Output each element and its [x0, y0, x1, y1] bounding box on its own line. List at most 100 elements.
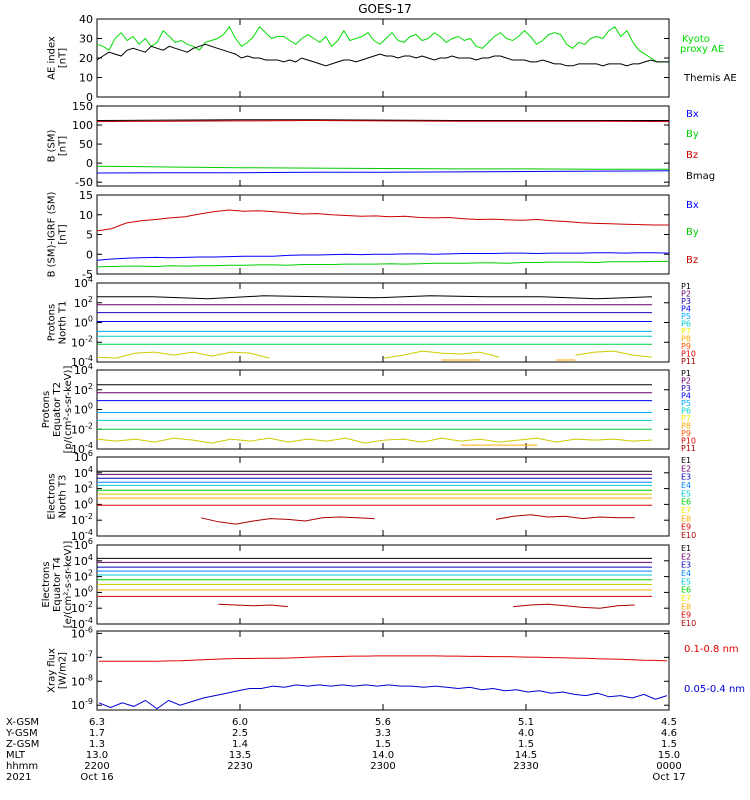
orbit-row-value: 1.5	[661, 739, 677, 750]
y-tick-label: 104	[74, 275, 93, 290]
panel-bsm: -50 0 50 100 150 B (SM) [nT] Bx By Bz Bmag	[47, 100, 716, 189]
legend-label: E1	[681, 544, 691, 553]
y-tick-label: -50	[75, 176, 93, 189]
y-axis-label: [p/(cm²-s-sr-keV)]	[63, 366, 74, 454]
legend-label: Bz	[686, 150, 698, 161]
legend-label: E9	[681, 611, 691, 620]
series-line-e10	[218, 603, 635, 609]
y-axis-label: Protons	[47, 304, 58, 341]
orbit-row-value: 4.5	[661, 717, 677, 728]
legend-label: Themis AE	[683, 73, 737, 84]
legend-label: By	[686, 129, 699, 140]
y-tick-label: 150	[72, 100, 93, 113]
legend-label: P1	[681, 282, 691, 291]
y-tick-label: 100	[74, 496, 93, 511]
orbit-row-value: 4.0	[518, 728, 534, 739]
series-line-kyoto-proxy-ae	[96, 25, 669, 63]
series-line-p7	[96, 437, 653, 444]
y-axis-label: [e/(cm²-s-sr-keV)]	[63, 541, 74, 629]
legend-label: P8	[681, 422, 691, 431]
panel-frame	[96, 105, 670, 187]
y-tick-label: 10-2	[71, 600, 93, 615]
y-axis-label: [W/m2]	[58, 652, 69, 689]
series-line-e10	[200, 514, 635, 525]
orbit-row-value: 1.4	[232, 739, 248, 750]
legend-label: E5	[681, 577, 691, 586]
y-tick-label: 104	[74, 553, 93, 568]
orbit-row-value: 2200	[84, 761, 109, 772]
orbit-row-value: 1.5	[375, 739, 391, 750]
legend-label: Bz	[686, 255, 698, 266]
legend-label: E2	[681, 552, 691, 561]
legend-label: P10	[681, 350, 696, 359]
y-tick-label: 0	[86, 157, 93, 170]
y-tick-label: 106	[74, 537, 93, 552]
y-tick-label: -5	[82, 268, 93, 281]
legend-label: P10	[681, 437, 696, 446]
legend-label: P11	[681, 357, 696, 366]
legend-label: E4	[681, 569, 691, 578]
y-axis-label: B (SM)	[47, 129, 58, 162]
y-tick-label: 10-8	[71, 673, 93, 688]
y-tick-label: 10-7	[71, 649, 93, 664]
y-tick-label: 50	[79, 138, 93, 151]
legend-label: E10	[681, 619, 696, 628]
orbit-row-value: 0000	[656, 761, 681, 772]
y-axis-label: Equator T2	[52, 382, 63, 437]
y-tick-label: 10-4	[71, 616, 93, 631]
panel-frame	[96, 630, 670, 711]
legend-label: E8	[681, 514, 691, 523]
y-axis-label: Protons	[41, 391, 52, 428]
panel-frame	[96, 369, 670, 450]
legend-label: P4	[681, 392, 691, 401]
y-axis-label: Xray flux	[47, 648, 58, 693]
y-axis-label: Electrons	[41, 561, 52, 607]
y-axis-label: North T1	[58, 301, 69, 345]
legend-label: E6	[681, 498, 691, 507]
orbit-row-label: Y-GSM	[5, 728, 38, 739]
y-tick-label: 0	[86, 91, 93, 104]
orbit-row-value: 3.3	[375, 728, 391, 739]
y-tick-label: 10-2	[71, 334, 93, 349]
legend-label: E2	[681, 464, 691, 473]
panel-frame	[96, 456, 670, 537]
legend-label: P9	[681, 342, 691, 351]
legend-label: P3	[681, 384, 691, 393]
legend-label: 0.1-0.8 nm	[684, 644, 739, 655]
legend-label: P5	[681, 399, 691, 408]
legend-label: Bx	[686, 109, 699, 120]
y-tick-label: 100	[74, 584, 93, 599]
legend-label: P2	[681, 377, 691, 386]
orbit-row-value: 6.3	[89, 717, 105, 728]
series-line-bmag	[96, 119, 669, 121]
y-tick-label: 10-2	[71, 512, 93, 527]
legend-label: P7	[681, 414, 691, 423]
orbit-row-value: 5.6	[375, 717, 391, 728]
series-line-p1	[97, 295, 653, 300]
y-tick-label: 100	[74, 402, 93, 417]
y-axis-label: Electrons	[47, 473, 58, 519]
series-line-0-05-0-4-nm	[98, 684, 668, 710]
legend-label: Bmag	[686, 171, 715, 182]
panel-frame	[96, 282, 670, 363]
panel-xray: 10-9 10-8 10-7 10-6 Xray flux [W/m2] 0.1-0.8 n…	[47, 625, 746, 712]
legend-label: E1	[681, 456, 691, 465]
orbit-row-value: 2230	[227, 761, 252, 772]
series-line-by	[96, 260, 669, 268]
legend-label: E4	[681, 481, 691, 490]
legend-label: proxy AE	[680, 44, 724, 55]
y-tick-label: 102	[74, 382, 93, 397]
legend-label: E8	[681, 602, 691, 611]
series-line-p8	[96, 350, 653, 359]
orbit-row-label: Z-GSM	[6, 739, 39, 750]
panel-frame	[96, 18, 670, 98]
legend-label: P6	[681, 407, 691, 416]
y-tick-label: 104	[74, 465, 93, 480]
y-axis-label: B (SM)-IGRF (SM)	[47, 192, 58, 278]
legend-label: By	[686, 227, 699, 238]
panel-protons_t2: 10-4 10-2 100 102 104 Protons Equator T2 [p/(cm…	[41, 362, 696, 456]
y-tick-label: 10-6	[71, 625, 93, 640]
